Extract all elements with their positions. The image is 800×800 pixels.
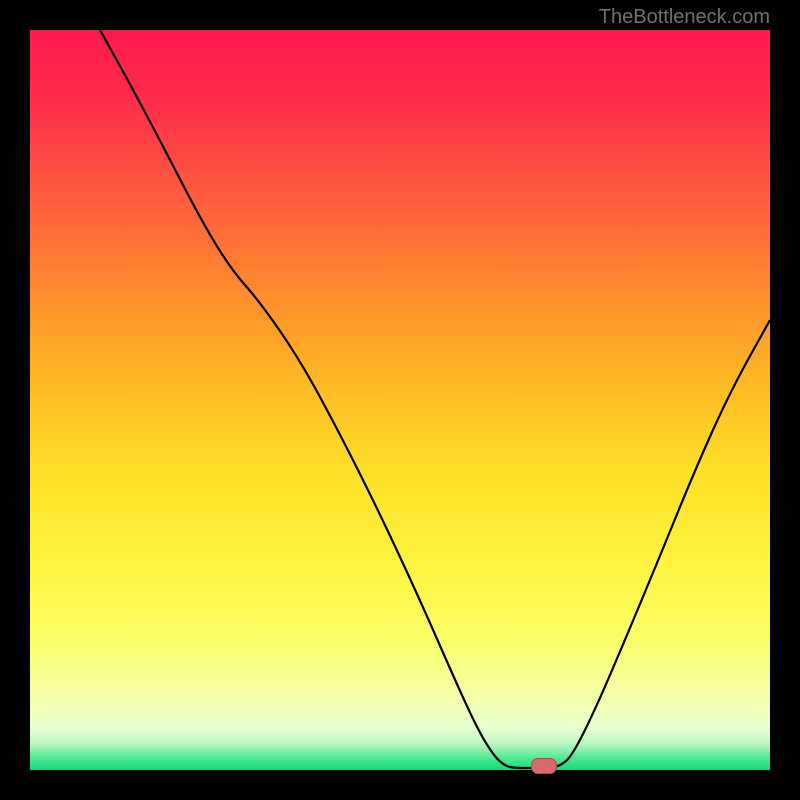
gradient-background <box>30 30 770 770</box>
chart-svg <box>0 0 800 800</box>
watermark-text: TheBottleneck.com <box>599 6 770 29</box>
optimal-marker <box>531 758 557 774</box>
chart-root: TheBottleneck.com <box>0 0 800 800</box>
